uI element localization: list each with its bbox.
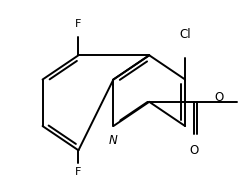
Text: Cl: Cl bbox=[179, 28, 191, 41]
Text: O: O bbox=[189, 143, 198, 156]
Text: F: F bbox=[75, 167, 82, 177]
Text: F: F bbox=[75, 19, 82, 29]
Text: O: O bbox=[214, 91, 224, 104]
Text: N: N bbox=[109, 134, 118, 147]
